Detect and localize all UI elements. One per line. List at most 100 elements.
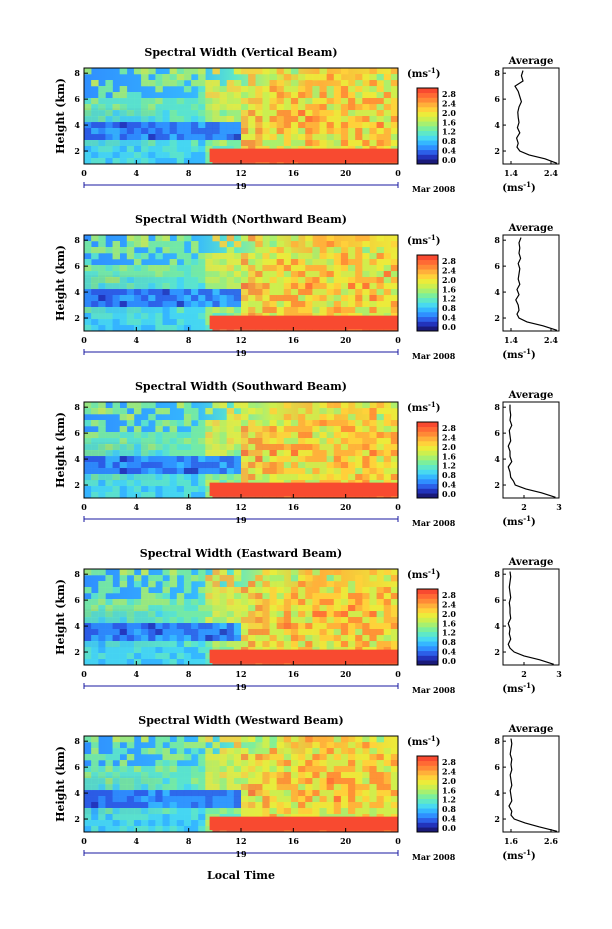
heatmap-cell: [198, 265, 206, 272]
heatmap-cell: [212, 98, 220, 105]
heatmap-cell: [133, 325, 142, 332]
heatmap-cell: [183, 420, 192, 427]
heatmap-cell: [241, 468, 249, 475]
average-x-unit-exp: -1: [523, 848, 531, 857]
boundary-layer-block: [209, 315, 398, 330]
heatmap-cell: [183, 408, 192, 415]
heatmap-cell: [269, 301, 277, 308]
heatmap-cell: [262, 265, 270, 272]
heatmap-cell: [226, 438, 235, 445]
heatmap-cell: [241, 289, 249, 296]
average-x-unit-close: ): [531, 517, 536, 528]
heatmap-cell: [155, 742, 163, 749]
heatmap-cell: [141, 629, 149, 636]
heatmap-cell: [162, 444, 170, 451]
heatmap-cell: [340, 778, 349, 785]
heatmap-cell: [290, 140, 299, 147]
heatmap-cell: [219, 593, 228, 600]
heatmap-cell: [241, 265, 249, 272]
heatmap-cell: [155, 599, 163, 606]
heatmap-cell: [333, 605, 342, 612]
heatmap-cell: [305, 295, 313, 302]
heatmap-cell: [162, 289, 170, 296]
heatmap-cell: [233, 432, 242, 439]
heatmap-cell: [319, 778, 327, 785]
heatmap-cell: [340, 104, 349, 111]
heatmap-cell: [312, 414, 320, 421]
heatmap-cell: [205, 599, 213, 606]
heatmap-cell: [162, 134, 170, 141]
heatmap-cell: [390, 301, 399, 308]
heatmap-cell: [255, 116, 263, 123]
heatmap-cell: [312, 790, 320, 797]
heatmap-cell: [226, 808, 235, 815]
colorbar-swatch: [417, 483, 438, 489]
heatmap-cell: [290, 569, 299, 576]
heatmap-cell: [176, 152, 185, 159]
heatmap-cell: [333, 808, 342, 815]
heatmap-cell: [212, 426, 220, 433]
heatmap-cell: [84, 241, 92, 248]
heatmap-cell: [355, 432, 363, 439]
heatmap-cell: [348, 760, 356, 767]
heatmap-cell: [248, 456, 256, 463]
heatmap-cell: [205, 748, 213, 755]
heatmap-cell: [198, 319, 206, 326]
heatmap-cell: [133, 784, 142, 791]
heatmap-cell: [262, 438, 270, 445]
heatmap-cell: [155, 772, 163, 779]
heatmap-cell: [290, 796, 299, 803]
heatmap-cell: [148, 152, 156, 159]
heatmap-cell: [198, 599, 206, 606]
colorbar-tick-label: 2.0: [442, 609, 456, 619]
heatmap-cell: [362, 629, 370, 636]
heatmap-cell: [319, 92, 327, 99]
heatmap-cell: [376, 784, 385, 791]
heatmap: [84, 736, 399, 833]
heatmap-cell: [126, 617, 135, 624]
heatmap-cell: [126, 611, 135, 618]
heatmap-cell: [369, 74, 377, 81]
heatmap-cell: [362, 736, 370, 743]
heatmap-cell: [305, 784, 313, 791]
heatmap-cell: [183, 283, 192, 290]
heatmap-cell: [141, 587, 149, 594]
heatmap-cell: [105, 313, 113, 320]
heatmap-cell: [276, 301, 285, 308]
heatmap-cell: [383, 414, 392, 421]
heatmap-cell: [290, 86, 299, 93]
heatmap-cell: [105, 98, 113, 105]
heatmap-cell: [262, 772, 270, 779]
heatmap-cell: [219, 748, 228, 755]
heatmap-cell: [326, 110, 335, 117]
heatmap-cell: [362, 784, 370, 791]
heatmap-cell: [198, 277, 206, 284]
heatmap-cell: [126, 152, 135, 159]
heatmap-cell: [269, 420, 277, 427]
colorbar-tick-label: 1.6: [442, 284, 456, 294]
heatmap-cell: [376, 128, 385, 135]
average-y-tick-label: 6: [494, 428, 500, 438]
heatmap-cell: [98, 104, 106, 111]
heatmap-cell: [376, 754, 385, 761]
heatmap-cell: [376, 766, 385, 773]
heatmap-cell: [198, 140, 206, 147]
heatmap-cell: [98, 140, 106, 147]
heatmap-cell: [283, 623, 292, 630]
heatmap-cell: [326, 74, 335, 81]
heatmap-cell: [91, 408, 99, 415]
average-x-unit-exp: -1: [523, 347, 531, 356]
heatmap-cell: [84, 438, 92, 445]
heatmap-cell: [219, 784, 228, 791]
heatmap-cell: [105, 134, 113, 141]
heatmap-cell: [91, 659, 99, 666]
heatmap-cell: [241, 611, 249, 618]
heatmap-cell: [133, 641, 142, 648]
heatmap-cell: [162, 659, 170, 666]
heatmap-cell: [298, 629, 306, 636]
heatmap-cell: [255, 754, 263, 761]
heatmap-cell: [191, 653, 199, 660]
heatmap-cell: [176, 742, 185, 749]
heatmap-cell: [290, 754, 299, 761]
heatmap-cell: [148, 140, 156, 147]
